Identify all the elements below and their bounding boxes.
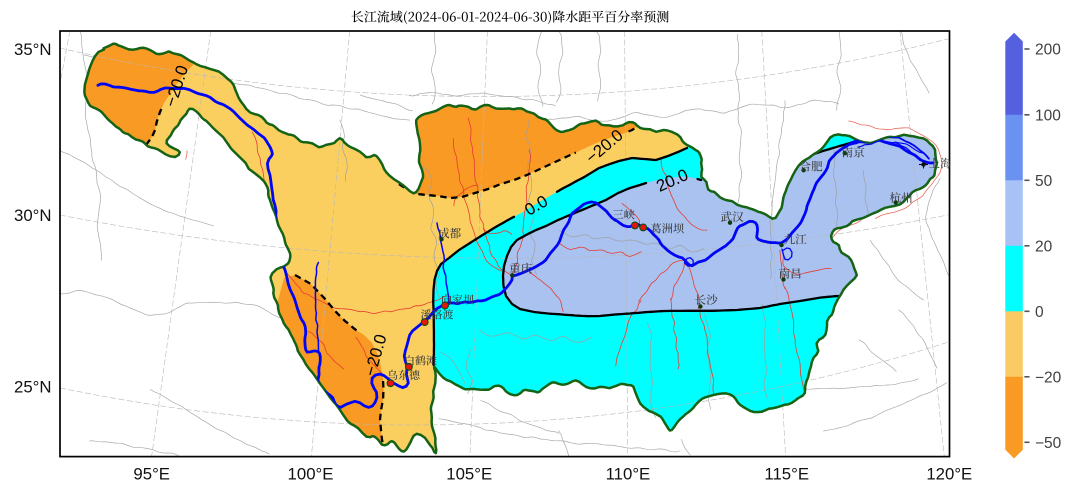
svg-text:−50: −50	[1035, 435, 1062, 452]
svg-text:25°N: 25°N	[14, 377, 52, 396]
svg-text:110°E: 110°E	[606, 465, 651, 484]
svg-text:50: 50	[1035, 173, 1053, 190]
svg-text:30°N: 30°N	[14, 206, 52, 225]
svg-text:200: 200	[1035, 42, 1061, 59]
svg-text:95°E: 95°E	[133, 465, 170, 484]
svg-text:115°E: 115°E	[764, 465, 809, 484]
svg-text:−20: −20	[1035, 369, 1062, 386]
svg-text:100°E: 100°E	[288, 465, 334, 484]
svg-text:35°N: 35°N	[14, 40, 52, 59]
svg-text:100: 100	[1035, 107, 1061, 124]
svg-text:20: 20	[1035, 238, 1053, 255]
svg-text:105°E: 105°E	[446, 465, 492, 484]
svg-text:120°E: 120°E	[926, 465, 972, 484]
svg-text:0: 0	[1035, 304, 1044, 321]
